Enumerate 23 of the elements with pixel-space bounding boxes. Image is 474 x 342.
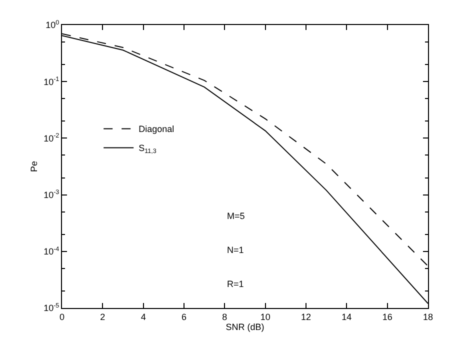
y-tick-label: 10$^{-3}$ [44,189,60,200]
annotation: R=1 [227,279,244,289]
annotation: N=1 [227,245,244,255]
x-tick-label: 14 [342,312,352,322]
legend-label: S$_{11,3}$ [138,143,157,156]
x-tick-label: 4 [140,312,146,322]
y-tick-label: 10$^{-2}$ [44,132,60,144]
y-axis-title: Pe [28,160,39,172]
x-tick-label: 10 [260,312,270,322]
legend-label: Diagonal [138,124,174,134]
y-tick-label: 10$^{-4}$ [44,246,60,257]
y-tick-label: 10$^{-1}$ [44,76,60,87]
y-tick-label: 10$^{0}$ [46,19,60,30]
x-tick-label: 12 [300,312,312,322]
x-tick-label: 8 [222,312,228,322]
y-tick-label: 10$^{-5}$ [44,302,60,314]
x-axis-title: SNR (dB) [226,322,264,332]
x-tick-label: 2 [100,312,106,322]
annotation: M=5 [227,211,245,221]
x-tick-label: 0 [59,312,65,322]
x-tick-label: 18 [422,312,434,322]
x-tick-label: 16 [382,312,392,322]
x-tick-label: 6 [181,312,187,322]
